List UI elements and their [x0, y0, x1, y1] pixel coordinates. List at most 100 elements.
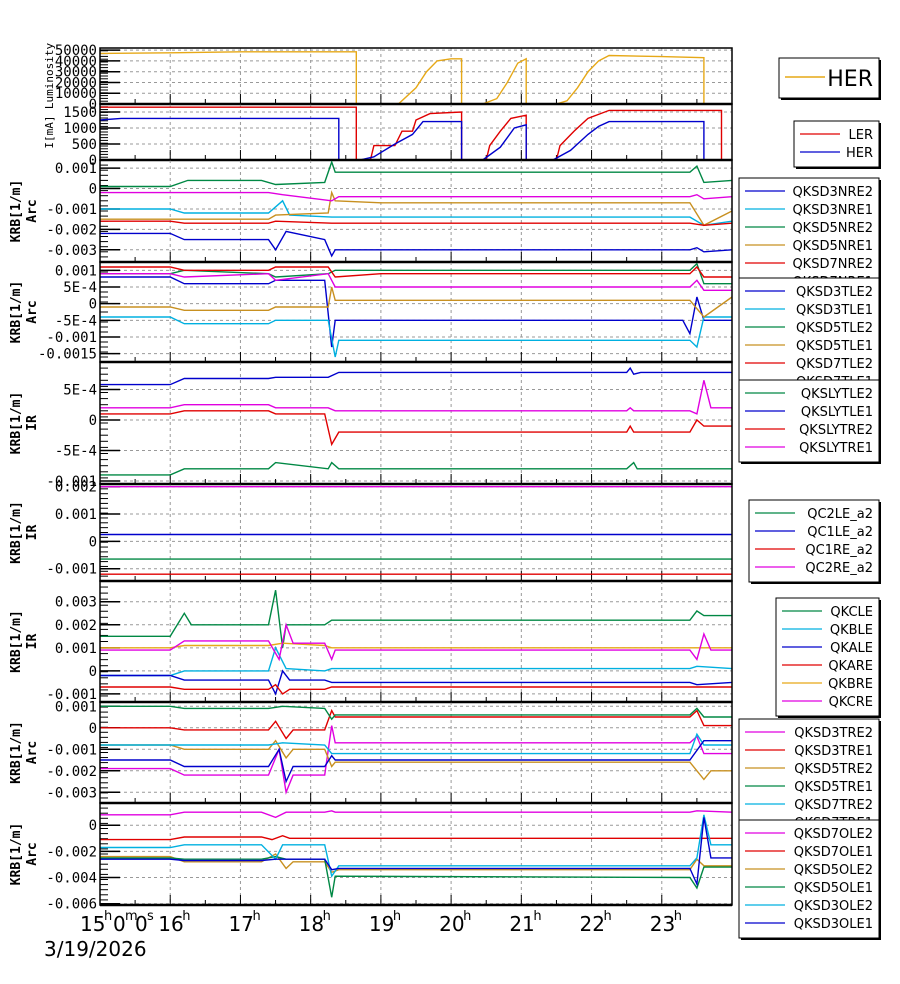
y-tick-label: 0.002	[55, 480, 97, 496]
legend-label: QKSD5TRE2	[794, 762, 873, 777]
legend-box	[738, 379, 880, 463]
y-tick-label: -5E-4	[55, 313, 97, 329]
legend-label: HER	[846, 146, 873, 161]
legend-label: QKALE	[830, 641, 873, 656]
series-line-qksd7tle1	[100, 272, 732, 291]
y-tick-label: 0	[89, 413, 97, 429]
y-tick-label: 5E-4	[63, 280, 97, 296]
y-tick-label: 50000	[55, 43, 97, 59]
legend-label: QKSLYTLE2	[801, 387, 873, 402]
series-line-qkcre	[100, 622, 732, 662]
panel-frame	[99, 483, 733, 582]
legend-box	[738, 277, 880, 387]
y-tick-label: -0.001	[46, 742, 97, 758]
series-line-qksd3tle1	[100, 316, 732, 358]
legend-label: QC1RE_a2	[805, 543, 873, 558]
y-tick-label: 0	[89, 97, 97, 113]
x-tick-unit: h	[393, 909, 401, 924]
legend-label: QKARE	[828, 659, 873, 674]
x-tick-label-origin-minutes: 0	[113, 912, 126, 936]
x-tick-unit: h	[463, 909, 471, 924]
series-line-qksd3tre2	[100, 725, 732, 795]
panel-ir2: 0.002 0.001 0 -0.001 KRB[1/m] IR QC2LE_a2 QC1LE…	[9, 480, 881, 584]
legend-label: QKSD5OLE2	[794, 863, 873, 878]
series-line-qkcle	[100, 590, 732, 648]
legend-box	[738, 819, 880, 939]
legend-label: QC2LE_a2	[807, 507, 873, 522]
y-tick-label: 0	[89, 153, 97, 169]
x-tick-label: 21	[509, 912, 534, 936]
series-line-her	[99, 51, 732, 105]
x-tick-label: 16	[158, 912, 183, 936]
legend-label: QKSD3OLE1	[794, 917, 873, 932]
y-tick-label: -0.003	[46, 243, 97, 259]
x-tick-unit: h	[604, 909, 612, 924]
legend-label: QKBRE	[828, 677, 873, 692]
y-tick-label: 0	[89, 818, 97, 834]
y-tick-label: 0.001	[55, 263, 97, 279]
legend-label: QC2RE_a2	[805, 561, 873, 576]
legend-label: LER	[849, 128, 874, 143]
legend-label: QKSD5TRE1	[794, 780, 873, 795]
date-label: 3/19/2026	[44, 937, 147, 961]
y-axis-label: KRB[1/m]	[9, 180, 24, 243]
legend-label: QKSD7OLE2	[794, 827, 873, 842]
legend-label: QKSD3OLE2	[794, 899, 873, 914]
y-tick-label: 0.003	[55, 595, 97, 611]
legend-label: QKSD7OLE1	[794, 845, 873, 860]
legend-box	[748, 499, 880, 583]
legend-label: QKSD5NRE1	[792, 239, 873, 254]
y-tick-label: 0	[89, 182, 97, 198]
y-axis-label: KRB[1/m]	[9, 392, 24, 455]
y-tick-label: 0.001	[55, 699, 97, 715]
y-tick-label: 0	[89, 534, 97, 550]
y-axis-sublabel: IR	[25, 525, 40, 541]
legend-label: HER	[827, 67, 873, 92]
legend-box	[778, 57, 880, 99]
y-axis-label: KRB[1/m]	[9, 281, 24, 344]
y-tick-label: -0.003	[46, 785, 97, 801]
series-line-qksd3ole2	[100, 814, 732, 878]
y-tick-label: -0.002	[46, 764, 97, 780]
series-line-qksd3tle2	[100, 276, 732, 348]
y-tick-label: -0.0015	[38, 347, 97, 363]
y-tick-label: 40000	[55, 54, 97, 70]
series-line-qksd3tre1	[100, 708, 732, 740]
legend-label: QKBLE	[830, 623, 873, 638]
legend-label: QKCRE	[829, 695, 873, 710]
y-tick-label: 5E-4	[63, 382, 97, 398]
y-tick-label: 1000	[63, 121, 97, 137]
y-axis-sublabel: Arc	[25, 741, 40, 764]
series-line-qksd7tre2	[100, 732, 732, 755]
legend-box	[793, 120, 880, 168]
y-tick-label: 0.002	[55, 618, 97, 634]
legend-label: QKSLYTLE1	[801, 405, 873, 420]
x-tick-label: 17	[228, 912, 253, 936]
series-line-qksd7nre1	[100, 191, 733, 202]
y-axis-label: KRB[1/m]	[9, 501, 24, 564]
legend-label: QKSD3TLE1	[796, 303, 873, 318]
y-tick-label: -0.004	[46, 871, 97, 887]
panel-ir3: 0.003 0.002 0.001 0 -0.001 KRB[1/m] IR QKCLE QKB…	[9, 580, 881, 718]
panel-arc3: 0.001 0 -0.001 -0.002 -0.003 KRB[1/m] Arc QKSD3…	[9, 699, 881, 831]
x-tick-unit-s: s	[147, 909, 154, 924]
y-axis-label: Luminosity	[43, 43, 56, 110]
series-line-qksd7tle2	[100, 265, 732, 278]
x-tick-label-origin-hours: 15	[80, 912, 105, 936]
series-line-qksd3nre1	[100, 199, 733, 227]
series-line-qkslytre1	[100, 380, 732, 415]
x-tick-unit: h	[252, 909, 260, 924]
y-tick-label: 0.001	[55, 161, 97, 177]
x-tick-unit-m: m	[125, 909, 138, 924]
legend-label: QKSD5OLE1	[794, 881, 873, 896]
series-line-qksd3nre2	[100, 230, 733, 258]
y-tick-label: 0	[89, 721, 97, 737]
legend-arc3: QKSD3TRE2 QKSD3TRE1 QKSD5TRE2 QKSD5TRE1 QKSD…	[738, 718, 881, 831]
series-line-qksd5tle1	[100, 286, 733, 318]
legend-label: QKSD5TLE1	[796, 339, 873, 354]
legend-ir1: QKSLYTLE2 QKSLYTLE1 QKSLYTRE2 QKSLYTRE1	[738, 379, 881, 464]
legend-label: QKSD3TRE1	[794, 744, 873, 759]
